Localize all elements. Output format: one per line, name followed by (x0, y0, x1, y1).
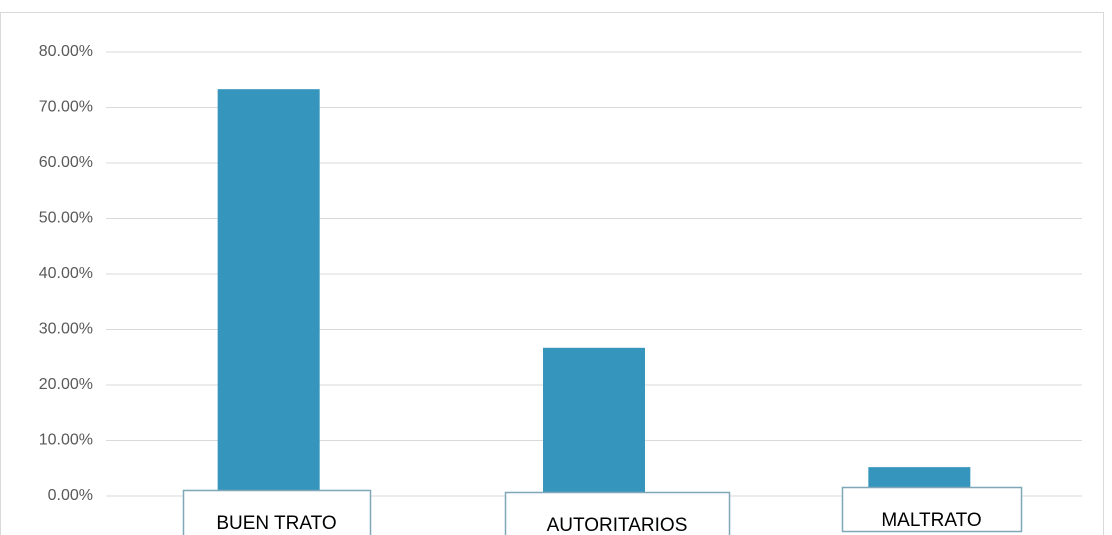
x-tick-label: MALTRATO (881, 510, 981, 531)
x-tick-label: BUEN TRATO (216, 513, 336, 534)
y-tick-label: 0.00% (48, 487, 93, 504)
y-tick-label: 10.00% (39, 432, 93, 449)
y-tick-label: 50.00% (39, 210, 93, 227)
x-tick-label: AUTORITARIOS (547, 515, 688, 535)
bar (217, 89, 320, 496)
bar (543, 347, 645, 496)
y-tick-label: 70.00% (39, 99, 93, 116)
chart-border (0, 12, 1104, 535)
category-box (504, 491, 731, 535)
category-box (841, 486, 1023, 533)
category-box (182, 489, 372, 535)
y-tick-label: 40.00% (39, 265, 93, 282)
y-tick-label: 80.00% (39, 43, 93, 60)
y-tick-label: 20.00% (39, 376, 93, 393)
y-tick-label: 60.00% (39, 154, 93, 171)
y-tick-label: 30.00% (39, 321, 93, 338)
